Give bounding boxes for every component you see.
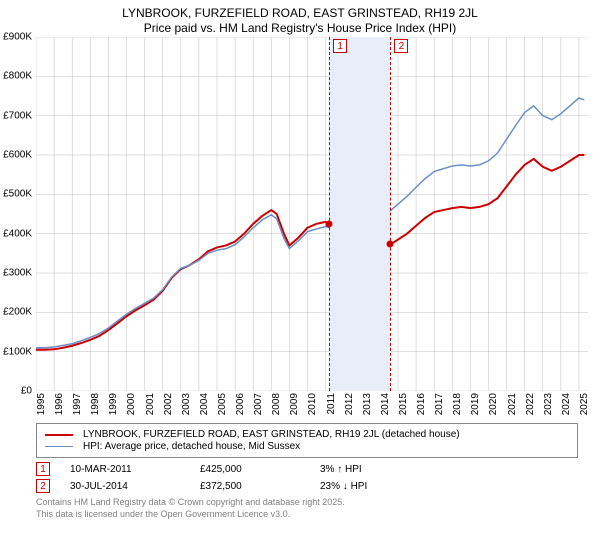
x-tick-label: 2011 [326,393,337,415]
x-tick-label: 2000 [126,393,137,415]
event-price: £372,500 [200,481,320,492]
data-point [326,220,333,227]
x-tick-label: 2005 [217,393,228,415]
attribution-line2: This data is licensed under the Open Gov… [36,509,578,521]
y-tick-label: £0 [21,386,32,397]
legend-item: LYNBROOK, FURZEFIELD ROAD, EAST GRINSTEA… [45,429,569,440]
y-tick-label: £200K [3,307,32,318]
plot-area: 12 [36,37,588,391]
x-tick-label: 2013 [362,393,373,415]
x-tick-label: 2010 [307,393,318,415]
y-tick-label: £600K [3,150,32,161]
event-price: £425,000 [200,464,320,475]
x-tick-label: 2004 [199,393,210,415]
event-date: 10-MAR-2011 [70,464,200,475]
x-tick-label: 2006 [235,393,246,415]
chart-area: £0£100K£200K£300K£400K£500K£600K£700K£80… [36,37,588,417]
event-row: 2 30-JUL-2014£372,50023% ↓ HPI [36,479,578,493]
x-tick-label: 2007 [253,393,264,415]
x-tick-label: 2018 [452,393,463,415]
chart-title: LYNBROOK, FURZEFIELD ROAD, EAST GRINSTEA… [10,6,590,20]
x-tick-label: 2008 [271,393,282,415]
event-delta: 23% ↓ HPI [320,481,440,492]
event-band [329,37,390,391]
x-tick-label: 2021 [507,393,518,415]
event-date: 30-JUL-2014 [70,481,200,492]
series-line [36,98,584,348]
x-tick-label: 2016 [416,393,427,415]
legend-swatch [45,434,73,436]
event-line [390,37,391,391]
x-tick-label: 2001 [145,393,156,415]
event-number-box: 2 [36,479,50,493]
y-tick-label: £400K [3,228,32,239]
attribution: Contains HM Land Registry data © Crown c… [36,497,578,520]
x-tick-label: 1999 [108,393,119,415]
x-tick-label: 2012 [344,393,355,415]
y-tick-label: £100K [3,346,32,357]
y-tick-label: £800K [3,71,32,82]
x-tick-label: 1997 [72,393,83,415]
x-tick-label: 2017 [434,393,445,415]
x-tick-label: 1996 [54,393,65,415]
event-number-box: 1 [36,462,50,476]
x-tick-label: 2025 [579,393,590,415]
x-tick-label: 2022 [525,393,536,415]
x-tick-label: 2015 [398,393,409,415]
legend: LYNBROOK, FURZEFIELD ROAD, EAST GRINSTEA… [36,423,578,458]
x-tick-label: 2024 [561,393,572,415]
x-tick-label: 2002 [163,393,174,415]
x-tick-label: 1995 [36,393,47,415]
x-tick-label: 1998 [90,393,101,415]
y-tick-label: £500K [3,189,32,200]
x-tick-label: 2023 [543,393,554,415]
x-tick-label: 2014 [380,393,391,415]
x-tick-label: 2009 [289,393,300,415]
event-marker: 2 [394,39,408,53]
event-marker: 1 [333,39,347,53]
x-tick-label: 2019 [470,393,481,415]
y-tick-label: £900K [3,32,32,43]
event-line [329,37,330,391]
y-tick-label: £300K [3,268,32,279]
attribution-line1: Contains HM Land Registry data © Crown c… [36,497,578,509]
y-axis-ticks: £0£100K£200K£300K£400K£500K£600K£700K£80… [0,37,36,391]
chart-subtitle: Price paid vs. HM Land Registry's House … [10,21,590,35]
x-axis-ticks: 1995 1996 1997 1998 1999 2000 2001 2002 2003 2004… [36,391,588,417]
event-delta: 3% ↑ HPI [320,464,440,475]
chart-container: LYNBROOK, FURZEFIELD ROAD, EAST GRINSTEA… [0,0,600,560]
legend-item: HPI: Average price, detached house, Mid … [45,441,569,452]
data-point [387,241,394,248]
x-tick-label: 2003 [181,393,192,415]
legend-label: HPI: Average price, detached house, Mid … [83,441,300,452]
title-block: LYNBROOK, FURZEFIELD ROAD, EAST GRINSTEA… [0,0,600,37]
events-table: 1 10-MAR-2011£425,0003% ↑ HPI 2 30-JUL-2014… [36,462,578,493]
x-tick-label: 2020 [488,393,499,415]
plot-svg [36,37,588,391]
legend-swatch [45,446,73,447]
y-tick-label: £700K [3,110,32,121]
legend-label: LYNBROOK, FURZEFIELD ROAD, EAST GRINSTEA… [83,429,460,440]
event-row: 1 10-MAR-2011£425,0003% ↑ HPI [36,462,578,476]
